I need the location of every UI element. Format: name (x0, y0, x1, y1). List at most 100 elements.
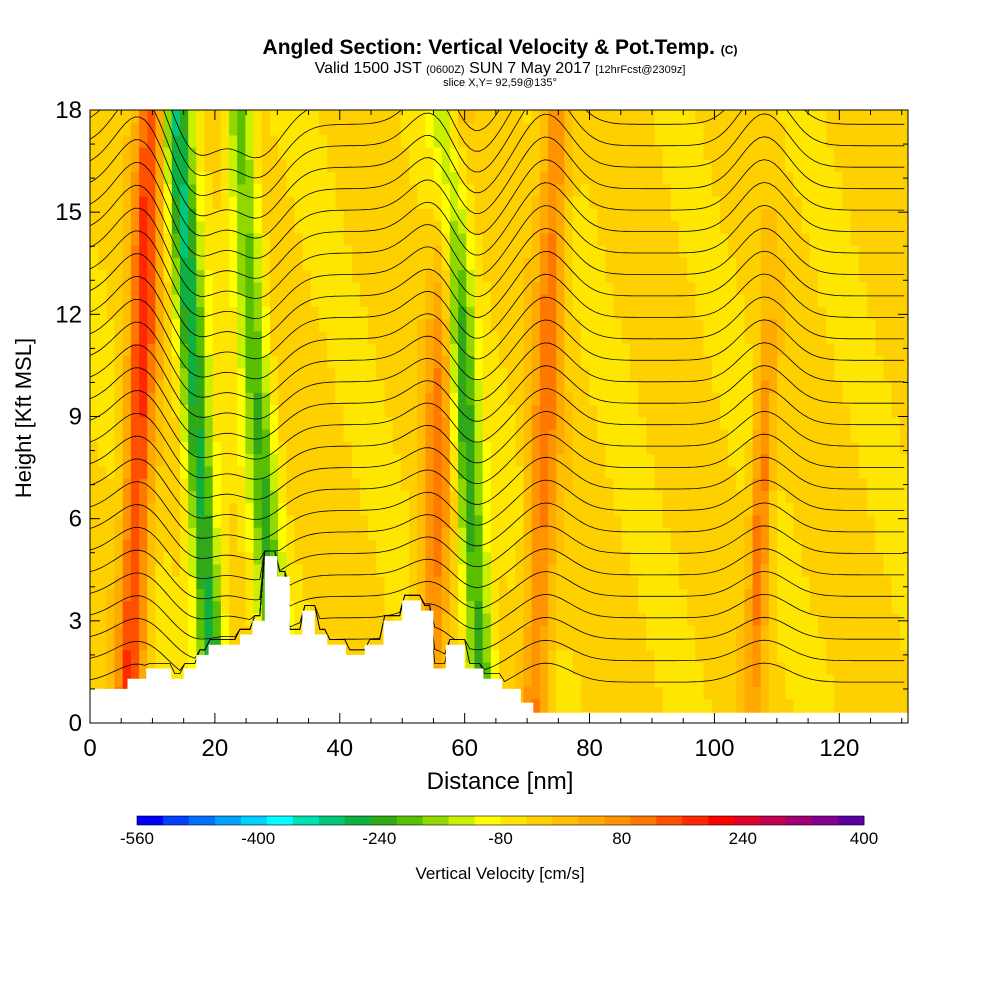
velocity-cell (605, 551, 615, 565)
velocity-cell (867, 686, 877, 700)
velocity-cell (850, 637, 860, 651)
velocity-cell (809, 232, 819, 246)
velocity-cell (809, 208, 819, 222)
velocity-cell (875, 257, 885, 271)
velocity-cell (302, 293, 312, 307)
velocity-cell (809, 588, 819, 602)
velocity-cell (654, 220, 664, 234)
velocity-cell (768, 146, 778, 160)
velocity-cell (760, 367, 770, 381)
velocity-cell (597, 551, 607, 565)
velocity-cell (621, 281, 631, 295)
velocity-cell (196, 379, 206, 393)
velocity-cell (809, 293, 819, 307)
velocity-cell (752, 171, 762, 185)
velocity-cell (515, 575, 525, 589)
velocity-cell (687, 122, 697, 136)
velocity-cell (826, 122, 836, 136)
velocity-cell (883, 649, 893, 663)
velocity-cell (531, 318, 541, 332)
velocity-cell (188, 244, 198, 258)
velocity-cell (654, 698, 664, 712)
velocity-cell (613, 220, 623, 234)
velocity-cell (548, 416, 558, 430)
velocity-cell (212, 624, 222, 638)
velocity-cell (531, 698, 541, 712)
velocity-cell (253, 600, 263, 614)
velocity-cell (139, 281, 149, 295)
velocity-cell (801, 539, 811, 553)
velocity-cell (834, 465, 844, 479)
velocity-cell (629, 281, 639, 295)
velocity-cell (278, 367, 288, 381)
velocity-cell (400, 404, 410, 418)
velocity-cell (368, 465, 378, 479)
velocity-cell (858, 122, 868, 136)
velocity-cell (474, 122, 484, 136)
velocity-cell (163, 600, 173, 614)
velocity-cell (392, 293, 402, 307)
velocity-cell (867, 649, 877, 663)
velocity-cell (728, 465, 737, 479)
velocity-cell (114, 379, 124, 393)
velocity-cell (343, 232, 353, 246)
velocity-cell (490, 171, 500, 185)
velocity-cell (728, 281, 737, 295)
velocity-cell (155, 637, 165, 651)
velocity-cell (858, 698, 868, 712)
velocity-cell (638, 526, 648, 540)
velocity-cell (564, 379, 574, 393)
velocity-cell (384, 477, 394, 491)
velocity-cell (310, 441, 320, 455)
velocity-cell (327, 477, 337, 491)
velocity-cell (220, 514, 230, 528)
velocity-cell (523, 453, 533, 467)
velocity-cell (155, 146, 165, 160)
velocity-cell (523, 674, 533, 688)
velocity-cell (376, 293, 386, 307)
velocity-cell (114, 502, 124, 516)
velocity-cell (458, 404, 468, 418)
velocity-cell (359, 110, 369, 124)
velocity-cell (114, 624, 124, 638)
velocity-cell (801, 404, 811, 418)
velocity-cell (163, 551, 173, 565)
velocity-cell (777, 477, 787, 491)
velocity-cell (826, 661, 836, 675)
velocity-cell (801, 477, 811, 491)
velocity-cell (122, 539, 132, 553)
velocity-cell (139, 465, 149, 479)
velocity-cell (883, 526, 893, 540)
velocity-cell (580, 355, 590, 369)
velocity-cell (417, 134, 427, 148)
velocity-cell (409, 122, 418, 136)
velocity-cell (368, 110, 378, 124)
velocity-cell (515, 379, 525, 393)
velocity-cell (466, 477, 476, 491)
velocity-cell (147, 232, 157, 246)
velocity-cell (449, 367, 459, 381)
velocity-cell (695, 686, 705, 700)
velocity-cell (572, 575, 582, 589)
velocity-cell (417, 453, 427, 467)
velocity-cell (883, 600, 893, 614)
velocity-cell (515, 404, 525, 418)
velocity-cell (229, 257, 239, 271)
velocity-cell (801, 281, 811, 295)
velocity-cell (711, 698, 721, 712)
velocity-cell (98, 146, 108, 160)
velocity-cell (499, 551, 508, 565)
velocity-cell (818, 674, 827, 688)
velocity-cell (343, 637, 353, 651)
velocity-cell (147, 502, 157, 516)
velocity-cell (229, 330, 239, 344)
velocity-cell (482, 588, 492, 602)
velocity-cell (654, 244, 664, 258)
velocity-cell (392, 146, 402, 160)
velocity-cell (638, 539, 648, 553)
velocity-cell (220, 306, 230, 320)
velocity-cell (564, 526, 574, 540)
velocity-cell (654, 465, 664, 479)
velocity-cell (392, 428, 402, 442)
velocity-cell (842, 220, 852, 234)
